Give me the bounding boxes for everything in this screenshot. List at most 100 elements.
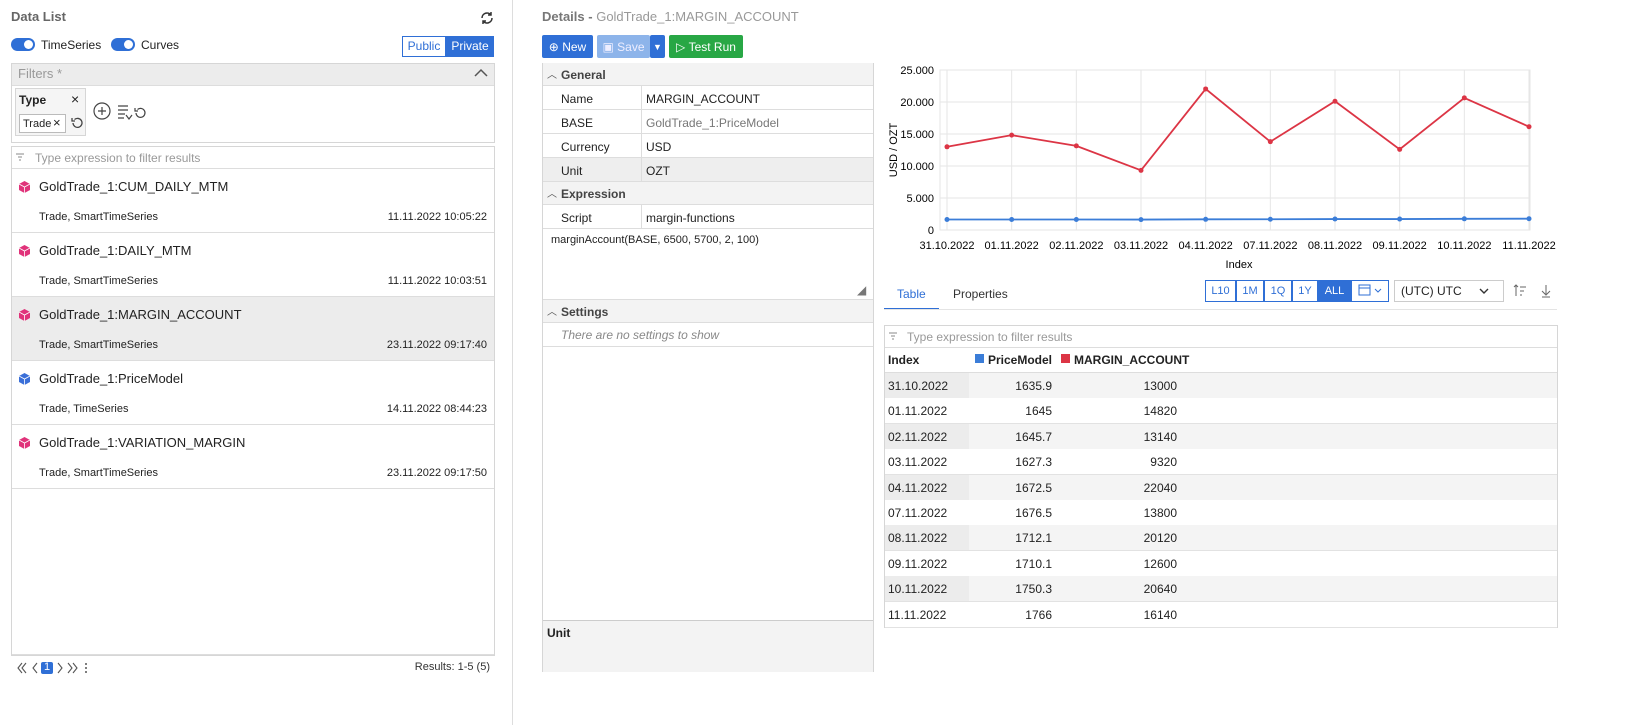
save-button[interactable]: ▣ Save xyxy=(597,35,650,58)
table-row xyxy=(885,576,1557,603)
section-header[interactable] xyxy=(543,300,873,323)
section-header[interactable] xyxy=(543,182,873,205)
reset-icon[interactable] xyxy=(70,116,84,130)
table-row xyxy=(885,601,1557,628)
filters-header[interactable] xyxy=(12,64,494,86)
y-axis-label: USD / OZT xyxy=(888,123,900,178)
item-icon xyxy=(18,372,31,389)
table-row xyxy=(885,525,1557,552)
remove-icon[interactable]: × xyxy=(71,91,80,107)
scope-button[interactable]: Public xyxy=(402,36,446,57)
toggle-label: Curves xyxy=(141,38,180,52)
collapse-icon[interactable] xyxy=(474,68,488,78)
table-cell: 13800 xyxy=(1143,506,1177,520)
row-line xyxy=(885,372,1557,373)
tab[interactable]: Properties xyxy=(953,287,1008,301)
data-point xyxy=(1203,216,1209,222)
x-tick-label: 03.11.2022 xyxy=(1114,240,1168,252)
cube xyxy=(18,245,31,257)
code-editor[interactable] xyxy=(543,229,873,300)
x-tick-label: 08.11.2022 xyxy=(1308,240,1362,252)
section-title: Settings xyxy=(561,305,609,319)
table-filter-input[interactable] xyxy=(885,326,1557,348)
form-row-divider xyxy=(641,86,642,109)
new-button[interactable]: ⊕ New xyxy=(542,35,593,58)
data-point xyxy=(1138,167,1144,173)
table-row-index-cell xyxy=(885,601,969,627)
list-item[interactable] xyxy=(12,233,494,297)
search-placeholder: Type expression to filter results xyxy=(35,151,201,165)
test-run-button[interactable]: ▷ Test Run xyxy=(669,35,743,58)
data-point xyxy=(1526,124,1532,130)
range-button[interactable]: 1M xyxy=(1236,280,1264,302)
tab[interactable]: Table xyxy=(897,287,926,301)
list-item[interactable] xyxy=(12,425,494,489)
item-tags: Trade, TimeSeries xyxy=(39,403,129,415)
timezone-select[interactable] xyxy=(1394,280,1504,302)
table-filter-placeholder: Type expression to filter results xyxy=(907,330,1073,344)
form-row xyxy=(543,205,873,229)
list-item[interactable] xyxy=(12,297,494,361)
form-value: USD xyxy=(646,140,672,154)
data-point xyxy=(1526,216,1532,222)
table-row-index-cell xyxy=(885,449,969,475)
chevron xyxy=(1479,288,1489,294)
table-cell: 12600 xyxy=(1143,556,1177,571)
data-point xyxy=(1009,216,1015,222)
y-tick-label: 5.000 xyxy=(906,193,934,205)
table-row-index-cell xyxy=(885,576,969,602)
y-tick-label: 20.000 xyxy=(900,97,934,109)
item-name: GoldTrade_1:MARGIN_ACCOUNT xyxy=(39,307,242,322)
table-actions[interactable] xyxy=(1513,283,1553,299)
table-cell: 10.11.2022 xyxy=(888,582,948,597)
form-label: Script xyxy=(561,211,592,225)
series-line xyxy=(946,87,1530,172)
toggle-label: TimeSeries xyxy=(41,38,102,52)
list-item[interactable] xyxy=(12,169,494,233)
form-row-divider xyxy=(641,134,642,157)
filters-title: Filters * xyxy=(18,66,63,81)
range-button[interactable]: 1Y xyxy=(1292,280,1318,302)
range-button[interactable] xyxy=(1351,280,1389,302)
table-cell: 14820 xyxy=(1143,404,1177,419)
item-timestamp: 11.11.2022 10:05:22 xyxy=(387,211,487,223)
item-timestamp: 14.11.2022 08:44:23 xyxy=(386,403,487,415)
details-subject: GoldTrade_1:MARGIN_ACCOUNT xyxy=(596,9,799,24)
remove-icon[interactable]: × xyxy=(53,115,61,130)
table-cell: 1645 xyxy=(1025,404,1052,419)
divider xyxy=(512,0,513,725)
section-header[interactable] xyxy=(543,63,873,86)
filter-actions[interactable] xyxy=(92,101,150,123)
cube xyxy=(18,437,31,449)
item-name: GoldTrade_1:PriceModel xyxy=(39,371,184,386)
table-header: Index xyxy=(888,353,920,367)
range-button[interactable]: L10 xyxy=(1205,280,1236,302)
range-button[interactable]: ALL xyxy=(1318,280,1351,302)
tabs-line xyxy=(884,309,1557,310)
item-icon xyxy=(18,244,31,261)
x-tick-label: 04.11.2022 xyxy=(1179,240,1233,252)
form-value: MARGIN_ACCOUNT xyxy=(646,92,761,106)
table-cell: 07.11.2022 xyxy=(888,506,948,520)
form-row-divider xyxy=(641,158,642,181)
list-item[interactable] xyxy=(12,361,494,425)
table-row-index-cell xyxy=(885,398,969,424)
item-timestamp: 11.11.2022 10:03:51 xyxy=(387,275,487,287)
table-row-index-cell xyxy=(885,550,969,576)
pager-page[interactable]: 1 xyxy=(43,661,51,673)
form-value: GoldTrade_1:PriceModel xyxy=(646,116,779,130)
pager-nav[interactable] xyxy=(16,661,96,675)
legend-swatch xyxy=(1061,354,1070,363)
save-dropdown[interactable]: ▼ xyxy=(650,35,665,58)
range-button[interactable]: 1Q xyxy=(1264,280,1292,302)
pager-results: Results: 1-5 (5) xyxy=(414,661,490,673)
button-label: Test Run xyxy=(688,39,736,54)
refresh-icon[interactable] xyxy=(479,10,495,26)
scope-button[interactable]: Private xyxy=(446,36,494,57)
search-input[interactable] xyxy=(12,147,494,169)
x-tick-label: 11.11.2022 xyxy=(1502,240,1555,252)
x-axis-label: Index xyxy=(1226,259,1253,271)
table-cell: 03.11.2022 xyxy=(888,455,948,470)
calendar-button[interactable] xyxy=(1357,282,1385,298)
